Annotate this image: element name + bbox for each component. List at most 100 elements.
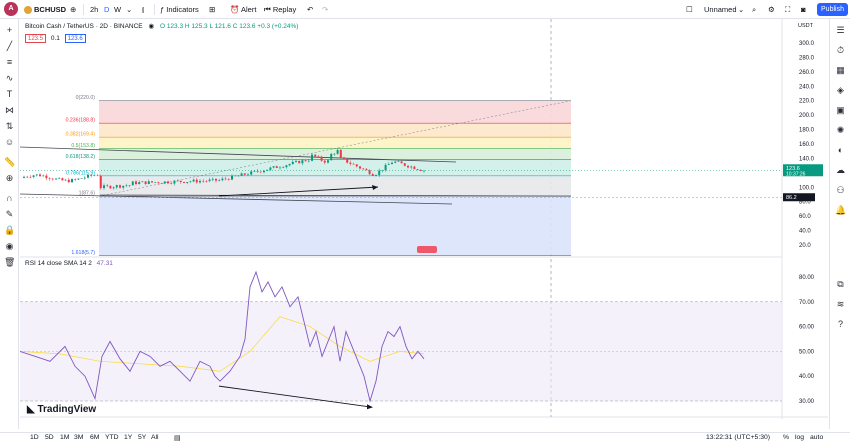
rsi-line xyxy=(19,270,425,403)
divider xyxy=(83,4,84,15)
fullscreen-icon[interactable]: ⛶ xyxy=(785,5,791,14)
broadcast-icon[interactable]: ☁ xyxy=(836,165,845,175)
candle-body xyxy=(253,170,256,172)
settings-gear-icon[interactable]: ⚙ xyxy=(768,5,775,14)
ruler-icon[interactable]: 📏 xyxy=(4,157,16,167)
interval-dropdown-icon[interactable]: ⌄ xyxy=(126,5,133,14)
range-6m-button[interactable]: 6M xyxy=(90,434,100,441)
add-symbol-icon[interactable]: ⊕ xyxy=(70,5,77,14)
trend-line-upper xyxy=(19,146,457,163)
interval-2h-button[interactable]: 2h xyxy=(90,5,99,14)
redo-icon[interactable]: ↷ xyxy=(322,5,329,14)
zoom-in-icon[interactable]: ⊕ xyxy=(5,173,14,183)
candle-body xyxy=(375,175,377,176)
chart-canvas[interactable]: 0(220.0) 0.236(188.8) 0.382(169.4) 0.5(153.… xyxy=(19,19,828,430)
range-1d-button[interactable]: 1D xyxy=(30,434,39,441)
chat-icon[interactable]: ◐ xyxy=(837,145,844,155)
layout-templates-icon[interactable]: ⊞ xyxy=(209,5,216,14)
pattern-icon[interactable]: ∿ xyxy=(5,73,14,83)
indicators-label: Indicators xyxy=(166,5,199,14)
candle-body xyxy=(154,182,157,183)
layout-checkbox-icon[interactable]: ☐ xyxy=(686,5,693,14)
percent-scale-toggle[interactable]: % xyxy=(783,434,790,441)
range-5y-button[interactable]: 5Y xyxy=(138,434,147,441)
candle-body xyxy=(195,179,198,183)
layout-dropdown-icon[interactable]: ⌄ xyxy=(738,5,745,14)
range-3m-button[interactable]: 3M xyxy=(74,434,84,441)
alert-button[interactable]: ⏰ Alert xyxy=(230,3,256,16)
magnet-icon[interactable]: ∩ xyxy=(6,193,13,203)
crosshair-icon[interactable]: + xyxy=(6,25,13,35)
ideas-bulb-icon[interactable]: ✺ xyxy=(836,125,845,135)
help-icon[interactable]: ? xyxy=(837,319,843,329)
fib-retracement-icon[interactable]: ≡ xyxy=(6,57,13,67)
range-ytd-button[interactable]: YTD xyxy=(105,434,119,441)
candle-body xyxy=(48,178,51,179)
chart-area[interactable]: 0(220.0) 0.236(188.8) 0.382(169.4) 0.5(153.… xyxy=(19,19,828,430)
date-range-icon[interactable]: ▤ xyxy=(174,435,181,442)
interval-w-button[interactable]: W xyxy=(114,5,122,14)
candle-body xyxy=(304,160,307,162)
eye-icon[interactable]: ◉ xyxy=(148,23,155,30)
patterns-icon[interactable]: ⋈ xyxy=(5,105,14,115)
candle-body xyxy=(339,149,342,158)
data-window-icon[interactable]: ▦ xyxy=(836,65,845,75)
prediction-icon[interactable]: ⇅ xyxy=(5,121,14,131)
buy-price-box[interactable]: 123.6 xyxy=(64,34,86,43)
lock-drawing-icon[interactable]: ✎ xyxy=(5,209,14,219)
candle-body xyxy=(83,177,86,179)
eye-icon[interactable]: ◉ xyxy=(5,241,14,251)
camera-snapshot-icon[interactable]: ◙ xyxy=(801,5,806,14)
lock-icon[interactable]: 🔒 xyxy=(4,225,16,235)
notifications-icon[interactable]: 🔔 xyxy=(835,205,847,215)
candle-body xyxy=(288,164,291,166)
candle-body xyxy=(199,180,201,183)
fib-level-label: 0.5(153.8) xyxy=(71,143,95,149)
range-1m-button[interactable]: 1M xyxy=(60,434,70,441)
candle-body xyxy=(55,178,57,180)
alerts-clock-icon[interactable]: ⏱ xyxy=(836,45,845,55)
range-5d-button[interactable]: 5D xyxy=(45,434,54,441)
trash-icon[interactable]: 🗑 xyxy=(4,257,16,267)
search-icon[interactable]: ⌕ xyxy=(752,5,757,14)
sell-price-box[interactable]: 123.5 xyxy=(25,34,47,43)
log-scale-toggle[interactable]: log xyxy=(795,434,805,441)
candle-body xyxy=(119,185,121,188)
rsi-legend: RSI 14 close SMA 14 2 47.31 xyxy=(25,260,113,267)
calendar-icon[interactable]: ▣ xyxy=(836,105,845,115)
range-1y-button[interactable]: 1Y xyxy=(124,434,133,441)
emoji-icon[interactable]: ☺ xyxy=(4,137,15,147)
publish-button[interactable]: Publish xyxy=(817,3,848,16)
replay-button[interactable]: ⏮ Replay xyxy=(264,3,296,16)
order-panel-icon[interactable]: ⧉ xyxy=(837,279,844,289)
candle-body xyxy=(314,154,317,157)
candle-body xyxy=(279,167,281,169)
alert-label: Alert xyxy=(241,5,257,14)
candle-style-icon[interactable]: ⫾ xyxy=(142,5,145,14)
candle-body xyxy=(285,165,288,168)
candle-body xyxy=(333,153,336,155)
symbol-search-button[interactable]: BCHUSD xyxy=(24,3,66,16)
candle-body xyxy=(266,169,269,171)
candle-body xyxy=(378,170,381,176)
last-price-value: 123.6 xyxy=(786,166,800,172)
streams-icon[interactable]: ⚇ xyxy=(836,185,845,195)
undo-icon[interactable]: ↶ xyxy=(307,5,314,14)
rsi-axis-tick: 40.00 xyxy=(799,374,815,380)
user-avatar[interactable]: A xyxy=(4,2,18,16)
hotlist-icon[interactable]: ◈ xyxy=(837,85,844,95)
range-all-button[interactable]: All xyxy=(151,434,159,441)
fib-level-label: 0.786(115.9) xyxy=(66,170,95,176)
interval-d-button[interactable]: D xyxy=(104,5,110,14)
trend-line-icon[interactable]: ╱ xyxy=(6,41,13,51)
layout-name-button[interactable]: Unnamed xyxy=(704,5,737,14)
candle-body xyxy=(29,176,32,178)
layers-icon[interactable]: ≋ xyxy=(836,299,845,309)
watchlist-icon[interactable]: ☰ xyxy=(836,25,845,35)
clock-time[interactable]: 13:22:31 (UTC+5:30) xyxy=(706,434,771,441)
indicators-button[interactable]: ƒ Indicators xyxy=(160,3,199,16)
text-tool-icon[interactable]: T xyxy=(6,89,13,99)
auto-scale-toggle[interactable]: auto xyxy=(810,434,824,441)
indicators-icon: ƒ xyxy=(160,5,165,14)
divergence-arrow-rsi xyxy=(218,385,373,408)
